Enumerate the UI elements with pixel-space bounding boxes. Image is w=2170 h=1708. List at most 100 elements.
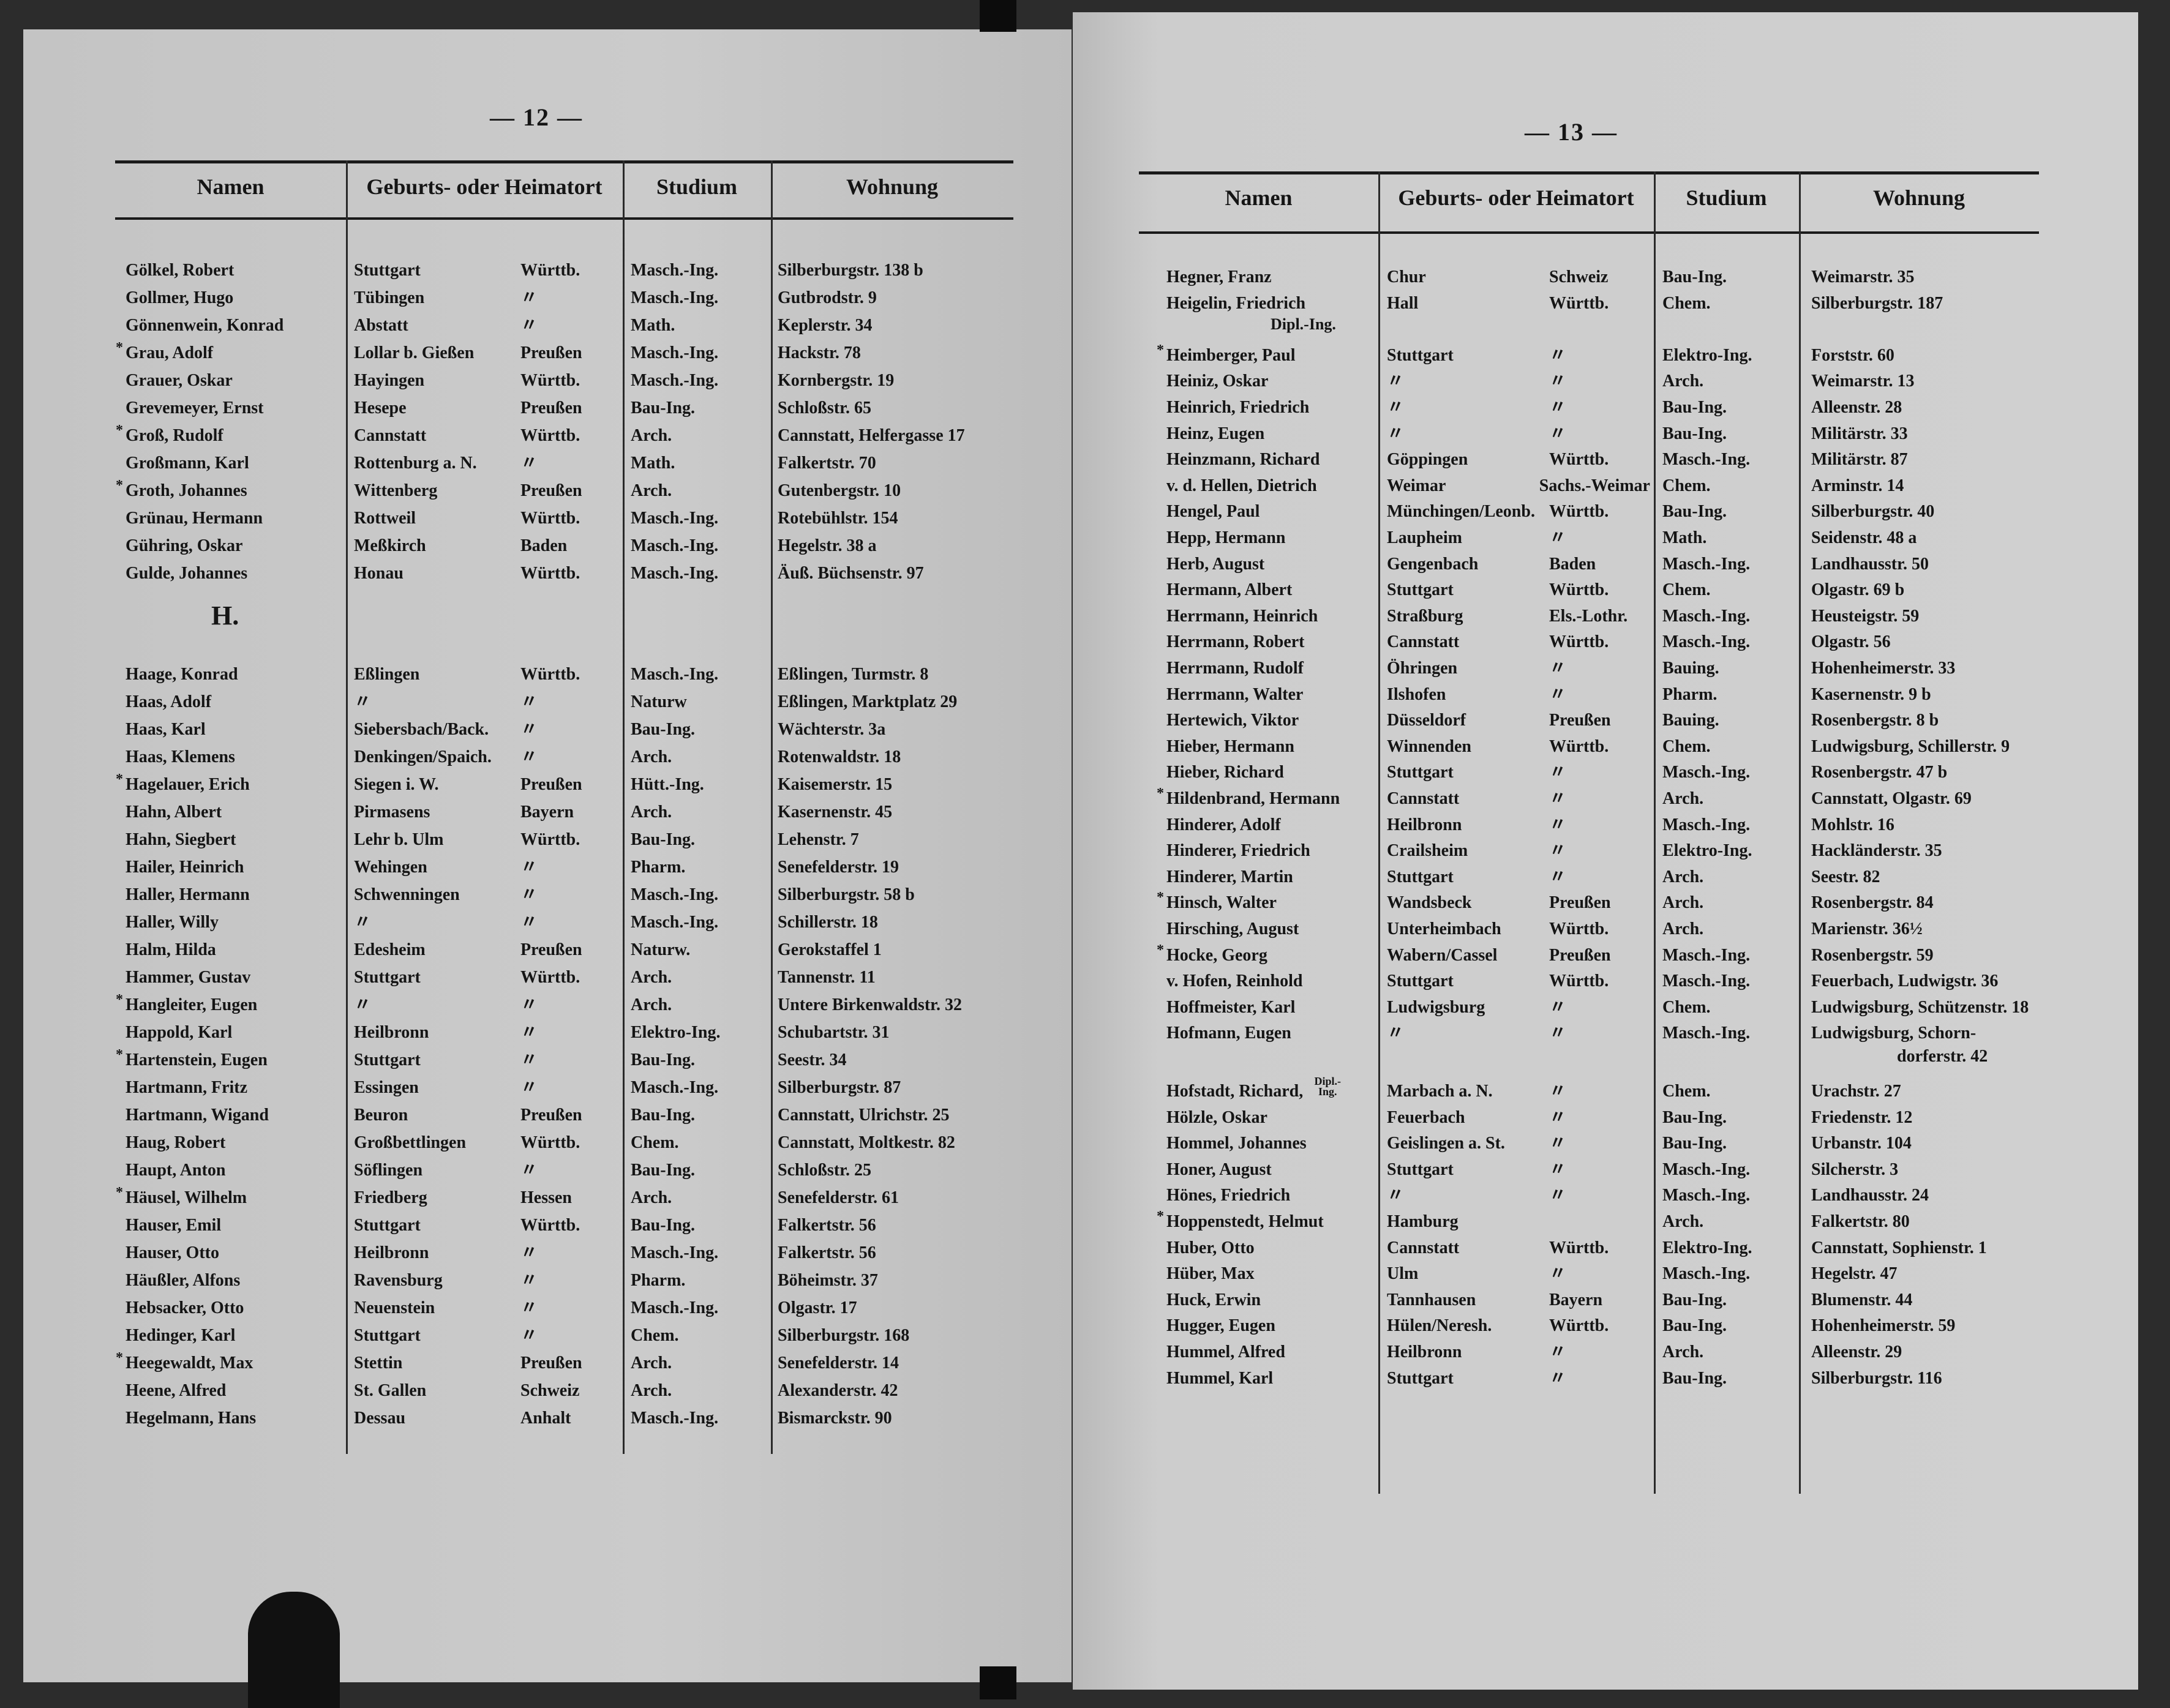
birthplace-cell: Dessau (354, 1409, 406, 1428)
name-cell-wrapper: Großmann, Karl (126, 453, 249, 474)
region-cell: Baden (1549, 554, 1596, 574)
name-cell-wrapper: Hebsacker, Otto (126, 1298, 244, 1319)
birthplace-cell: Meßkirch (354, 536, 426, 555)
name-cell-wrapper: Halm, Hilda (126, 940, 216, 961)
name-cell-wrapper: Haage, Konrad (126, 664, 238, 685)
region-cell: Schweiz (520, 1381, 580, 1400)
address-cell: Rosenbergstr. 59 (1811, 945, 1934, 965)
name-cell-wrapper: Heigelin, Friedrich (1166, 293, 1305, 314)
name-cell-wrapper: Hinderer, Martin (1166, 867, 1293, 888)
region-cell: 〃 (1549, 841, 1567, 861)
study-cell: Elektro-Ing. (1662, 345, 1752, 365)
name-cell-wrapper: Hönes, Friedrich (1166, 1185, 1290, 1206)
study-cell: Masch.-Ing. (631, 1243, 719, 1262)
right_page-header-residence: Wohnung (1872, 185, 1965, 210)
name-cell: Haas, Adolf (126, 692, 212, 711)
address-cell: Ludwigsburg, Schillerstr. 9 (1811, 736, 2010, 756)
name-cell: v. Hofen, Reinhold (1166, 972, 1303, 991)
birthplace-cell: Stuttgart (1387, 1159, 1454, 1179)
study-cell: Bauing. (1662, 659, 1719, 678)
region-cell: Württb. (1549, 293, 1609, 313)
region-cell: Baden (520, 536, 568, 555)
name-cell-wrapper: Hauser, Emil (126, 1215, 221, 1236)
name-cell: Heigelin, Friedrich (1166, 293, 1306, 313)
address-cell: Rosenbergstr. 84 (1811, 893, 1934, 913)
name-cell-wrapper: Hinderer, Friedrich (1166, 841, 1310, 861)
region-cell: 〃 (520, 995, 538, 1014)
birthplace-cell: Wabern/Cassel (1387, 945, 1498, 965)
study-cell: Chem. (1662, 1082, 1711, 1101)
asterisk-mark: * (116, 422, 123, 438)
region-cell: 〃 (520, 1271, 538, 1290)
study-cell: Pharm. (631, 1271, 686, 1290)
region-cell: 〃 (520, 1078, 538, 1097)
study-cell: Chem. (1662, 293, 1711, 313)
region-cell: 〃 (1549, 1024, 1567, 1043)
study-cell: Naturw (631, 692, 687, 711)
name-cell: Hartenstein, Eugen (126, 1051, 268, 1069)
study-cell: Math. (631, 316, 675, 335)
asterisk-mark: * (116, 1185, 123, 1200)
right_page-header-birthplace: Geburts- oder Heimatort (1398, 185, 1634, 210)
birthplace-cell: Heilbronn (1387, 815, 1462, 834)
region-cell: 〃 (1549, 1134, 1567, 1153)
name-cell: Hinsch, Walter (1166, 893, 1277, 913)
name-cell-wrapper: Gollmer, Hugo (126, 288, 233, 309)
address-cell: Hackstr. 78 (778, 343, 861, 362)
birthplace-cell: Lehr b. Ulm (354, 830, 444, 849)
birthplace-cell: Hayingen (354, 371, 425, 390)
right_page-column-divider (1654, 171, 1656, 1494)
right-page (1073, 12, 2138, 1690)
birthplace-cell: Friedberg (354, 1188, 427, 1207)
name-cell: Hugger, Eugen (1166, 1316, 1275, 1336)
name-cell-wrapper: Grevemeyer, Ernst (126, 398, 264, 419)
name-cell-wrapper: Hüber, Max (1166, 1264, 1255, 1284)
address-cell: Kasernenstr. 9 b (1811, 684, 1931, 704)
address-cell: Falkertstr. 80 (1811, 1212, 1910, 1231)
name-cell: Hepp, Hermann (1166, 528, 1286, 547)
name-cell: Haage, Konrad (126, 665, 238, 684)
birthplace-cell: Stuttgart (1387, 763, 1454, 782)
name-cell-wrapper: Haller, Willy (126, 912, 219, 933)
address-cell-continued: dorferstr. 42 (1897, 1047, 1988, 1066)
name-cell-wrapper: Hepp, Hermann (1166, 528, 1285, 549)
right_page-header-study: Studium (1686, 185, 1767, 210)
address-cell: Heusteigstr. 59 (1811, 606, 1920, 626)
region-cell: 〃 (520, 1161, 538, 1180)
name-cell: Haller, Hermann (126, 885, 250, 904)
name-cell: Huber, Otto (1166, 1238, 1255, 1257)
name-cell-wrapper: Grünau, Hermann (126, 508, 263, 529)
address-cell: Cannstatt, Sophienstr. 1 (1811, 1238, 1987, 1257)
address-cell: Senefelderstr. 19 (778, 858, 899, 877)
birthplace-cell: 〃 (1387, 398, 1405, 417)
study-cell: Arch. (631, 968, 672, 987)
address-cell: Forststr. 60 (1811, 345, 1894, 365)
name-cell-wrapper: Heinz, Eugen (1166, 424, 1264, 444)
region-cell: 〃 (520, 692, 538, 711)
birthplace-cell: Großbettlingen (354, 1133, 467, 1152)
birthplace-cell: Hesepe (354, 399, 407, 418)
address-cell: Wächterstr. 3a (778, 720, 886, 739)
name-cell: Hofstadt, Richard, (1166, 1082, 1304, 1101)
name-cell: Grevemeyer, Ernst (126, 399, 264, 418)
study-cell: Bau-Ing. (1662, 398, 1727, 417)
region-cell: Württb. (520, 564, 580, 583)
address-cell: Rotenwaldstr. 18 (778, 747, 901, 766)
birthplace-cell: Wandsbeck (1387, 893, 1472, 913)
name-cell-wrapper: Herrmann, Heinrich (1166, 606, 1318, 627)
name-cell-wrapper: Hartenstein, Eugen (126, 1050, 268, 1071)
address-cell: Ludwigsburg, Schützenstr. 18 (1811, 997, 2029, 1017)
name-cell: Hegelmann, Hans (126, 1409, 257, 1428)
name-cell-wrapper: Hauser, Otto (126, 1243, 219, 1264)
birthplace-cell: Schwenningen (354, 885, 460, 904)
birthplace-cell: 〃 (1387, 424, 1405, 443)
address-cell: Hegelstr. 47 (1811, 1264, 1898, 1284)
name-cell: Hinderer, Martin (1166, 867, 1293, 886)
region-cell: Württb. (1549, 632, 1609, 652)
study-cell: Arch. (1662, 867, 1704, 886)
region-cell: 〃 (520, 747, 538, 766)
study-cell: Masch.-Ing. (631, 1078, 719, 1097)
name-cell-wrapper: Hangleiter, Eugen (126, 995, 257, 1016)
name-cell: Hommel, Johannes (1166, 1134, 1307, 1153)
study-cell: Masch.-Ing. (631, 1409, 719, 1428)
